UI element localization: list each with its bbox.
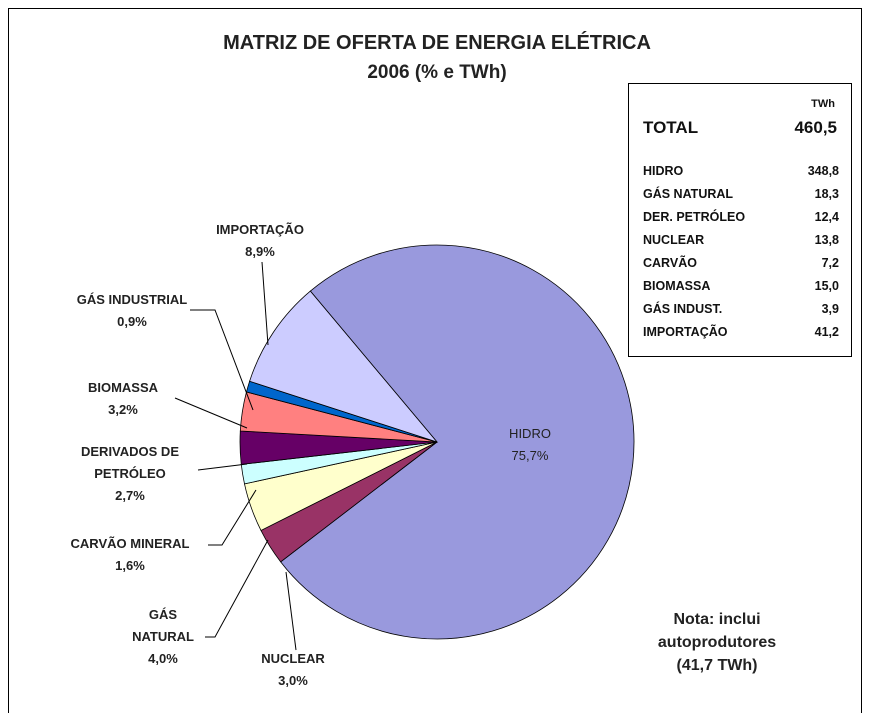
table-value: 7,2 xyxy=(821,256,839,270)
total-value: 460,5 xyxy=(794,118,837,137)
slice-label: NUCLEAR 3,0% xyxy=(261,648,325,692)
table-row: NUCLEAR 13,8 xyxy=(643,233,839,247)
slice-label: DERIVADOS DE PETRÓLEO 2,7% xyxy=(81,441,179,507)
table-label: NUCLEAR xyxy=(643,233,705,247)
category-label: GÁS NATURAL xyxy=(132,607,194,644)
leader xyxy=(208,489,257,546)
table-label: BIOMASSA xyxy=(643,279,711,293)
slice-label: HIDRO 75,7% xyxy=(509,423,551,467)
slice-label: CARVÃO MINERAL 1,6% xyxy=(71,533,190,577)
table-row: DER. PETRÓLEO 12,4 xyxy=(643,210,839,224)
chart-title: MATRIZ DE OFERTA DE ENERGIA ELÉTRICA xyxy=(223,32,651,54)
slice-label: IMPORTAÇÃO 8,9% xyxy=(216,219,304,263)
leader xyxy=(197,463,248,471)
table-label: CARVÃO xyxy=(643,256,697,270)
leader xyxy=(174,397,248,429)
table-value: 12,4 xyxy=(814,210,839,224)
category-label: HIDRO xyxy=(509,426,551,441)
leader xyxy=(190,309,254,411)
value-label: 8,9% xyxy=(245,244,275,259)
pie-slice xyxy=(249,290,439,443)
value-label: 0,9% xyxy=(117,314,147,329)
table-value: 41,2 xyxy=(814,325,839,339)
table-row: IMPORTAÇÃO 41,2 xyxy=(643,325,839,339)
table-label: HIDRO xyxy=(643,164,684,178)
slice-label: BIOMASSA 3,2% xyxy=(88,377,158,421)
table-row: BIOMASSA 15,0 xyxy=(643,279,839,293)
value-label: 3,0% xyxy=(278,673,308,688)
category-label: GÁS INDUSTRIAL xyxy=(76,292,188,307)
category-label: CARVÃO MINERAL xyxy=(70,536,190,551)
value-label: 75,7% xyxy=(511,448,549,463)
table-value: 3,9 xyxy=(821,302,839,316)
pie-slice xyxy=(280,244,635,640)
table-row: CARVÃO 7,2 xyxy=(643,256,839,270)
value-label: 3,2% xyxy=(108,402,138,417)
slice-label: GÁS INDUSTRIAL 0,9% xyxy=(77,289,188,333)
leader xyxy=(261,261,269,346)
table-value: 15,0 xyxy=(814,279,839,293)
unit: TWh xyxy=(811,98,835,110)
table-row: GÁS NATURAL 18,3 xyxy=(643,187,839,201)
category-label: NUCLEAR xyxy=(261,651,325,666)
category-label: IMPORTAÇÃO xyxy=(216,222,304,237)
summary-table: TWh TOTAL 460,5 HIDRO 348,8 GÁS NATURAL 18,3… xyxy=(628,83,852,357)
leader xyxy=(285,571,297,651)
table-label: GÁS INDUST. xyxy=(643,302,723,316)
note: Nota: inclui autoprodutores (41,7 TWh) xyxy=(657,611,777,674)
value-label: 4,0% xyxy=(148,651,178,666)
value-label: 2,7% xyxy=(115,488,145,503)
category-label: BIOMASSA xyxy=(87,380,159,395)
category-label: DERIVADOS DE PETRÓLEO xyxy=(81,444,179,481)
table-value: 348,8 xyxy=(807,164,839,178)
slice-label: GÁS NATURAL 4,0% xyxy=(132,604,194,670)
table-label: GÁS NATURAL xyxy=(643,187,734,201)
value-label: 1,6% xyxy=(115,558,145,573)
table-label: IMPORTAÇÃO xyxy=(643,325,728,339)
table-row: GÁS INDUST. 3,9 xyxy=(643,302,839,316)
table-row: HIDRO 348,8 xyxy=(643,164,839,178)
total-label: TOTAL xyxy=(643,118,699,137)
table-value: 18,3 xyxy=(814,187,839,201)
table-label: DER. PETRÓLEO xyxy=(643,210,746,224)
leader xyxy=(205,539,269,638)
table-value: 13,8 xyxy=(814,233,839,247)
frame xyxy=(8,8,862,713)
chart-subtitle: 2006 (% e TWh) xyxy=(367,62,507,83)
